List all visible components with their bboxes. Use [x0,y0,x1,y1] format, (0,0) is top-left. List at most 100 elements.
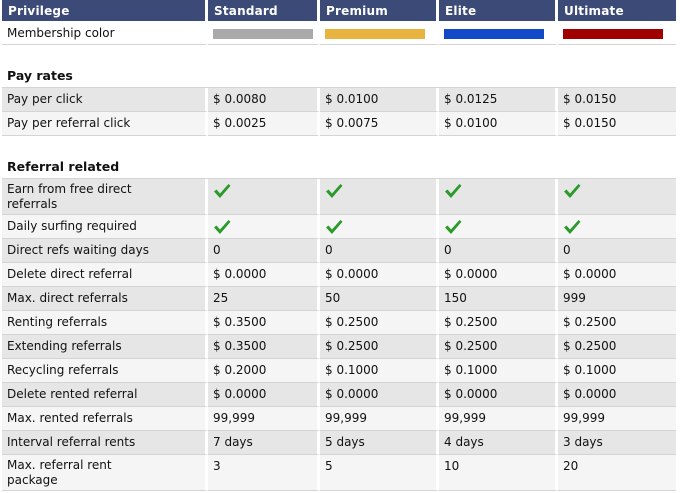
row-value [320,179,439,215]
row-label: Max. referral rent package [2,455,208,491]
row-label: Delete rented referral [2,383,208,407]
header-standard: Standard [208,0,320,23]
row-label: Interval referral rents [2,431,208,455]
table-row: Recycling referrals $ 0.2000 $ 0.1000 $ 0.1… [2,359,676,383]
checkmark-icon [214,219,231,234]
row-value: $ 0.0000 [558,263,676,287]
table-row: Max. direct referrals 25 50 150 999 [2,287,676,311]
row-value: $ 0.1000 [320,359,439,383]
section-spacer [2,45,676,59]
row-value: 3 days [558,431,676,455]
color-swatch-premium [325,28,425,39]
row-value: $ 0.1000 [558,359,676,383]
table-row: Earn from free direct referrals [2,179,676,215]
row-value: $ 0.0080 [208,88,320,112]
table-row: Pay per referral click $ 0.0025 $ 0.0075 $ … [2,112,676,136]
row-value: $ 0.0000 [439,383,558,407]
header-row: Privilege Standard Premium Elite Ultimat… [2,0,676,23]
row-value: 5 [320,455,439,491]
row-value: $ 0.0100 [439,112,558,136]
table-row: Daily surfing required [2,215,676,239]
checkmark-icon [564,184,581,198]
row-value: $ 0.2000 [208,359,320,383]
row-value: $ 0.0100 [320,88,439,112]
row-value: 50 [320,287,439,311]
row-value: 0 [439,239,558,263]
row-value: $ 0.2500 [558,311,676,335]
row-value: $ 0.0000 [320,263,439,287]
row-label: Delete direct referral [2,263,208,287]
membership-color-row: Membership color [2,23,676,45]
row-value: $ 0.2500 [439,335,558,359]
row-label: Max. direct referrals [2,287,208,311]
row-value: 0 [320,239,439,263]
row-value: $ 0.0150 [558,88,676,112]
section-spacer [2,136,676,150]
row-label: Daily surfing required [2,215,208,239]
row-value: $ 0.3500 [208,311,320,335]
section-title: Referral related [2,150,676,179]
row-value: $ 0.0000 [320,383,439,407]
checkmark-icon [445,184,462,198]
table-row: Max. referral rent package 3 5 10 20 [2,455,676,491]
row-label: Extending referrals [2,335,208,359]
row-value: 25 [208,287,320,311]
row-value: $ 0.0075 [320,112,439,136]
row-label: Pay per referral click [2,112,208,136]
row-value: 999 [558,287,676,311]
color-swatch-elite [444,28,544,39]
checkmark-icon [564,219,581,234]
row-value: $ 0.2500 [320,335,439,359]
row-value [439,179,558,215]
color-swatch-ultimate [563,28,663,39]
row-value: $ 0.0000 [558,383,676,407]
header-premium: Premium [320,0,439,23]
row-value: $ 0.3500 [208,335,320,359]
checkmark-icon [445,219,462,234]
row-value: 0 [208,239,320,263]
color-swatch-standard [213,28,313,39]
table-row: Interval referral rents 7 days 5 days 4 day… [2,431,676,455]
row-value: $ 0.0000 [208,263,320,287]
checkmark-icon [214,184,231,198]
row-value: $ 0.0000 [439,263,558,287]
row-label: Pay per click [2,88,208,112]
header-elite: Elite [439,0,558,23]
row-value: $ 0.2500 [439,311,558,335]
checkmark-icon [326,184,343,198]
section-header-row: Pay rates [2,59,676,88]
row-value [558,215,676,239]
row-label: Recycling referrals [2,359,208,383]
row-label: Renting referrals [2,311,208,335]
row-value: 0 [558,239,676,263]
row-value: 150 [439,287,558,311]
table-row: Delete direct referral $ 0.0000 $ 0.0000 $ … [2,263,676,287]
row-value: 99,999 [439,407,558,431]
row-value [208,215,320,239]
row-value: $ 0.2500 [558,335,676,359]
row-value: 10 [439,455,558,491]
row-value: $ 0.0025 [208,112,320,136]
table-row: Direct refs waiting days 0 0 0 0 [2,239,676,263]
row-value [208,179,320,215]
section-title: Pay rates [2,59,676,88]
row-value: $ 0.1000 [439,359,558,383]
row-value: 5 days [320,431,439,455]
row-value: 4 days [439,431,558,455]
row-value [439,215,558,239]
row-value: $ 0.0150 [558,112,676,136]
row-value: 7 days [208,431,320,455]
row-value: $ 0.2500 [320,311,439,335]
row-value: $ 0.0000 [208,383,320,407]
row-value: 99,999 [558,407,676,431]
row-value: 20 [558,455,676,491]
header-privilege: Privilege [2,0,208,23]
row-label: Max. rented referrals [2,407,208,431]
row-value: 99,999 [320,407,439,431]
row-value [558,179,676,215]
table-row: Pay per click $ 0.0080 $ 0.0100 $ 0.0125 $ 0… [2,88,676,112]
header-ultimate: Ultimate [558,0,676,23]
section-header-row: Referral related [2,150,676,179]
row-value [320,215,439,239]
